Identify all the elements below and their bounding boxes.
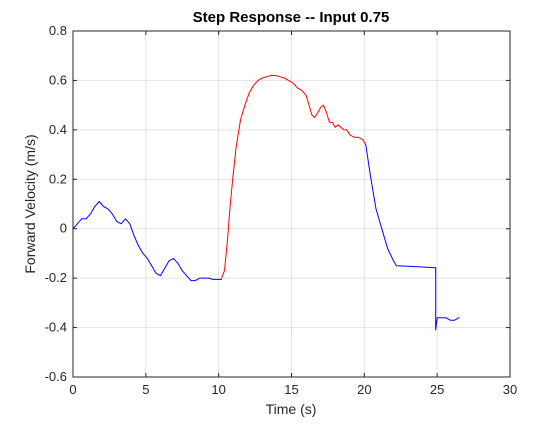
chart-title: Step Response -- Input 0.75	[193, 9, 390, 26]
grid	[72, 30, 511, 378]
x-tick-label: 0	[69, 382, 76, 397]
x-axis-label: Time (s)	[266, 401, 317, 417]
y-tick-label: 0	[60, 221, 67, 236]
y-axis-label: Forward Velocity (m/s)	[22, 134, 38, 273]
ticks: 0 5 10 15 20 25 30 -0.6 -0.4 -0.2 0 0.2 0.4 0.6 0.8	[45, 23, 518, 397]
y-tick-label: -0.2	[45, 270, 67, 285]
x-tick-label: 5	[142, 382, 149, 397]
y-tick-label: -0.4	[45, 320, 67, 335]
y-tick-label: -0.6	[45, 369, 67, 384]
series-line-2	[221, 75, 367, 279]
y-tick-label: 0.6	[49, 72, 67, 87]
x-tick-label: 15	[284, 382, 298, 397]
y-tick-label: 0.2	[49, 171, 67, 186]
y-tick-label: 0.8	[49, 23, 67, 38]
x-tick-label: 10	[211, 382, 225, 397]
x-tick-label: 30	[503, 382, 517, 397]
x-tick-label: 20	[357, 382, 371, 397]
series-line-3	[365, 144, 460, 331]
series-layer	[72, 75, 460, 331]
x-tick-label: 25	[430, 382, 444, 397]
series-line-1	[72, 201, 223, 282]
y-tick-label: 0.4	[49, 122, 67, 137]
